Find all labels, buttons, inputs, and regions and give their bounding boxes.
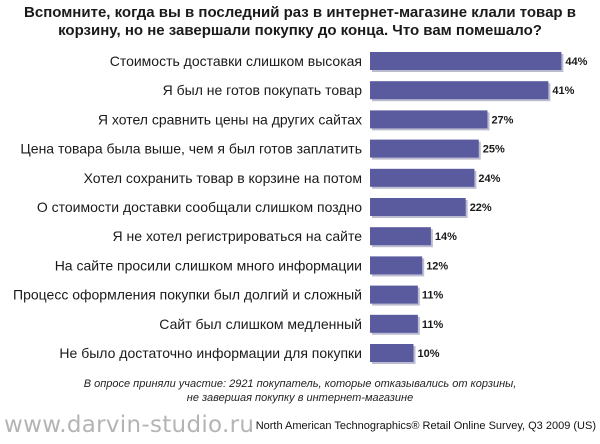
bar <box>370 139 479 158</box>
value-label: 44% <box>565 56 587 68</box>
value-label: 24% <box>478 173 500 185</box>
survey-note: В опросе приняли участие: 2921 покупател… <box>0 377 600 405</box>
value-label: 27% <box>491 114 513 126</box>
bar <box>370 227 431 246</box>
category-label: О стоимости доставки сообщали слишком по… <box>37 199 362 215</box>
value-label: 22% <box>470 202 492 214</box>
value-label: 41% <box>552 85 574 97</box>
survey-note-line-1: В опросе приняли участие: 2921 покупател… <box>83 378 517 390</box>
category-label: На сайте просили слишком много информаци… <box>55 257 362 273</box>
chart-title-line-1: Вспомните, когда вы в последний раз в ин… <box>24 4 576 21</box>
bar <box>370 285 418 304</box>
value-label: 12% <box>426 260 448 272</box>
category-label: Я был не готов покупать товар <box>163 82 363 98</box>
category-label: Цена товара была выше, чем я был готов з… <box>20 141 362 157</box>
value-label: 10% <box>418 348 440 360</box>
bar-chart: Стоимость доставки слишком высокая 44% Я б… <box>13 52 588 364</box>
value-label: 11% <box>422 319 444 331</box>
source-credit: North American Technographics® Retail On… <box>255 420 596 432</box>
survey-note-line-2: не завершая покупку в интернет-магазине <box>186 392 414 404</box>
category-label: Я хотел сравнить цены на других сайтах <box>98 111 362 127</box>
category-label: Не было достаточно информации для покупк… <box>59 345 362 361</box>
bar <box>370 168 475 187</box>
value-label: 11% <box>422 290 444 302</box>
category-label: Стоимость доставки слишком высокая <box>110 53 362 69</box>
category-label: Хотел сохранить товар в корзине на потом <box>84 170 362 186</box>
bar <box>370 52 562 70</box>
chart-title-line-2: корзину, но не завершали покупку до конц… <box>58 22 542 39</box>
value-label: 14% <box>435 231 457 243</box>
bar <box>370 81 549 100</box>
category-label: Сайт был слишком медленный <box>159 316 362 332</box>
bar <box>370 110 488 129</box>
bar <box>370 198 466 216</box>
category-label: Я не хотел регистрироваться на сайте <box>113 228 363 244</box>
value-label: 25% <box>483 144 505 156</box>
bar <box>370 344 414 362</box>
chart-title: Вспомните, когда вы в последний раз в ин… <box>0 4 600 40</box>
category-label: Процесс оформления покупки был долгий и … <box>13 287 362 303</box>
watermark: www.darvin-studio.ru <box>4 412 255 438</box>
bar <box>370 314 418 333</box>
bar <box>370 256 423 275</box>
